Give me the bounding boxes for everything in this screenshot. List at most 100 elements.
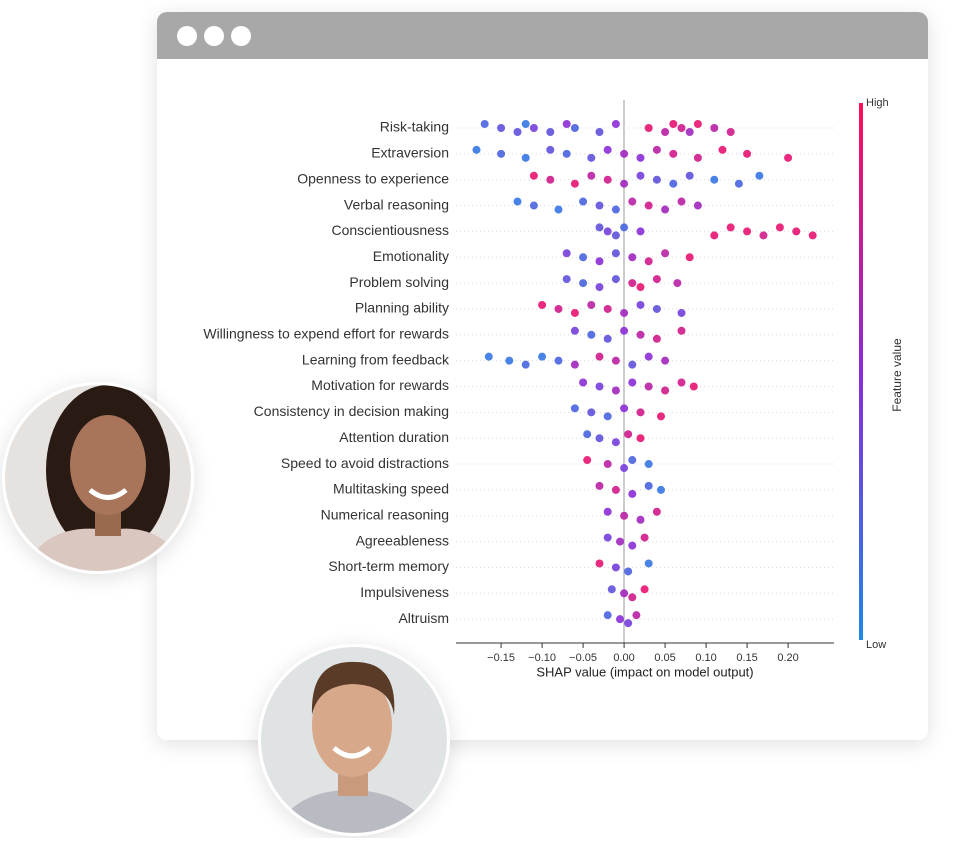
shap-dot xyxy=(611,485,620,494)
shap-dot xyxy=(595,257,604,266)
shap-dot xyxy=(784,153,793,162)
shap-dot xyxy=(611,120,620,128)
shap-dot xyxy=(620,464,629,473)
shap-dot xyxy=(734,179,743,188)
shap-dot xyxy=(562,275,571,284)
x-tick-label: 0.20 xyxy=(777,652,798,664)
shap-dot xyxy=(628,489,637,498)
shap-dot xyxy=(513,197,522,206)
shap-dot xyxy=(497,124,506,132)
shap-dot xyxy=(685,253,694,262)
colorbar xyxy=(859,103,863,640)
feature-label: Multitasking speed xyxy=(333,481,449,497)
shap-dot xyxy=(636,408,645,417)
shap-dot xyxy=(677,378,686,387)
shap-dot xyxy=(538,352,547,361)
shap-dot xyxy=(636,227,645,236)
shap-dot xyxy=(620,511,629,520)
colorbar-title: Feature value xyxy=(890,338,904,412)
shap-dot xyxy=(759,231,768,240)
shap-dot xyxy=(644,124,653,132)
shap-dot xyxy=(673,279,682,288)
shap-dot xyxy=(644,352,653,361)
shap-dot xyxy=(562,149,571,158)
shap-dot xyxy=(603,227,612,236)
shap-dot xyxy=(661,249,670,258)
x-tick-label: −0.15 xyxy=(487,652,515,664)
avatar-hair xyxy=(311,661,395,715)
avatar-smile xyxy=(88,488,128,500)
shap-dot xyxy=(644,257,653,266)
shap-dot xyxy=(554,356,563,365)
shap-dot xyxy=(611,563,620,572)
shap-dot xyxy=(603,507,612,516)
x-tick-label: 0.00 xyxy=(613,652,634,664)
x-tick-label: 0.05 xyxy=(654,652,675,664)
shap-dot xyxy=(579,279,588,288)
shap-dot xyxy=(570,124,579,132)
shap-dot xyxy=(497,149,506,158)
shap-dot xyxy=(628,279,637,288)
shap-dot xyxy=(595,223,604,232)
colorbar-high: High xyxy=(866,97,889,109)
feature-label: Impulsiveness xyxy=(360,584,449,600)
shap-dot xyxy=(611,438,620,447)
shap-dot xyxy=(718,145,727,154)
shap-dot xyxy=(726,128,735,136)
shap-dot xyxy=(710,124,719,132)
shap-dot xyxy=(669,179,678,188)
shap-dot xyxy=(652,175,661,184)
shap-dot xyxy=(521,360,530,369)
shap-dot xyxy=(636,283,645,292)
shap-dot xyxy=(562,120,571,128)
shap-dot xyxy=(620,149,629,158)
shap-dot xyxy=(554,304,563,313)
shap-dot xyxy=(620,326,629,335)
shap-dot xyxy=(570,326,579,335)
shap-dot xyxy=(644,559,653,568)
shap-dot xyxy=(521,153,530,162)
shap-dot xyxy=(628,360,637,369)
shap-dot xyxy=(669,120,678,128)
feature-label: Openness to experience xyxy=(297,170,449,186)
shap-dot xyxy=(587,330,596,339)
shap-dot xyxy=(644,460,653,469)
shap-dot xyxy=(615,537,624,546)
shap-dot xyxy=(636,330,645,339)
shap-dot xyxy=(652,507,661,516)
avatar-face xyxy=(312,673,392,777)
shap-dot xyxy=(529,201,538,210)
shap-dot xyxy=(677,197,686,206)
shap-dot xyxy=(628,197,637,206)
shap-dot xyxy=(607,585,616,594)
shap-dot xyxy=(546,145,555,154)
shap-dot xyxy=(640,533,649,542)
shap-dot xyxy=(636,153,645,162)
x-tick-label: −0.10 xyxy=(528,652,556,664)
shap-dot xyxy=(792,227,801,236)
shap-dot xyxy=(710,231,719,240)
shap-dot xyxy=(661,356,670,365)
shap-dot xyxy=(693,153,702,162)
shap-dot xyxy=(755,171,764,180)
shap-dot xyxy=(636,515,645,524)
window-dot xyxy=(204,26,224,46)
shap-dot xyxy=(808,231,817,240)
shap-dot xyxy=(529,171,538,180)
shap-dot xyxy=(554,205,563,214)
shap-dot xyxy=(595,128,604,136)
shap-dot xyxy=(628,456,637,465)
window-titlebar xyxy=(157,12,928,59)
avatar-smile xyxy=(332,746,372,759)
shap-dot xyxy=(652,145,661,154)
shap-dot xyxy=(620,179,629,188)
shap-dot xyxy=(661,205,670,214)
shap-dot xyxy=(603,304,612,313)
shap-dot xyxy=(595,382,604,391)
shap-dot xyxy=(546,175,555,184)
feature-label: Problem solving xyxy=(349,274,449,290)
shap-dot xyxy=(570,404,579,413)
shap-dot xyxy=(521,120,530,128)
feature-label: Extraversion xyxy=(371,145,449,161)
colorbar-low: Low xyxy=(866,639,886,651)
